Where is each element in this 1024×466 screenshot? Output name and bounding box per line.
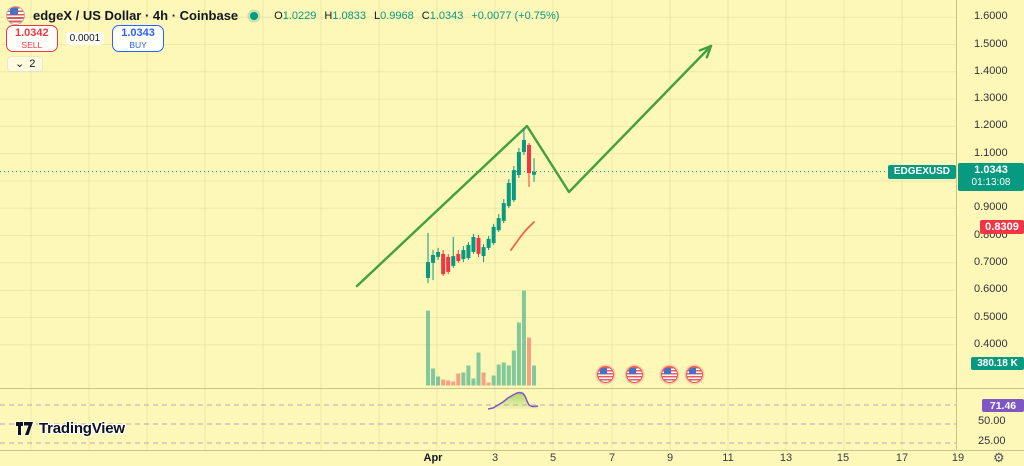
price-axis-label: 1.6000 (974, 10, 1008, 23)
price-axis-label: 0.5000 (974, 310, 1008, 323)
price-axis-label: 1.3000 (974, 92, 1008, 105)
ma-value-badge: 0.8309 (980, 220, 1024, 235)
rsi-level-lines (0, 404, 956, 444)
time-axis-label: 17 (895, 452, 909, 464)
tradingview-logo-text: TradingView (39, 420, 125, 437)
us-flag-icon (6, 6, 25, 25)
trend-line-drawing (355, 44, 713, 288)
tradingview-logo-icon (15, 421, 34, 436)
us-flag-event-icon[interactable] (661, 366, 678, 383)
ohlc-close: C1.0343 (421, 9, 464, 22)
time-axis-label: Apr (423, 452, 443, 464)
market-status-dot-icon (250, 11, 259, 20)
us-flag-event-icon[interactable] (686, 366, 703, 383)
sell-button[interactable]: 1.0342 SELL (6, 25, 58, 53)
buy-button[interactable]: 1.0343 BUY (112, 25, 164, 53)
time-axis-label: 11 (722, 452, 734, 464)
last-price-badge: 1.0343 01:13:08 (958, 162, 1024, 191)
ohlc-open: O1.0229 (274, 9, 317, 22)
sell-price: 1.0342 (15, 27, 49, 39)
price-change: +0.0077 (+0.75%) (471, 9, 560, 22)
symbol-price-tag: EDGEXUSD (887, 164, 956, 179)
symbol-title[interactable]: edgeX / US Dollar · 4h · Coinbase (33, 8, 239, 23)
time-axis-label: 15 (836, 452, 850, 464)
indicator-axis-label: 50.00 (978, 415, 1006, 427)
collapsed-indicators-chip[interactable]: ⌄ 2 (7, 56, 44, 72)
collapsed-indicators-count: 2 (29, 57, 36, 70)
volume-value-badge: 380.18 K (971, 357, 1024, 370)
time-axis-label: 7 (608, 452, 616, 464)
rsi-value-badge: 71.46 (982, 399, 1024, 412)
chevron-down-icon: ⌄ (15, 58, 25, 70)
price-axis-label: 0.9000 (974, 201, 1008, 214)
time-axis-label: 19 (951, 452, 965, 464)
grid-lines (0, 0, 956, 450)
price-axis-label: 0.7000 (974, 255, 1008, 268)
spread-value: 0.0001 (65, 32, 105, 46)
time-axis-label: 5 (549, 452, 557, 464)
ohlc-high: H1.0833 (324, 9, 366, 22)
price-axis-label: 0.4000 (974, 337, 1008, 350)
indicator-axis-label: 25.00 (978, 435, 1006, 447)
time-axis-label: 9 (666, 452, 674, 464)
settings-gear-icon[interactable]: ⚙ (993, 450, 1005, 465)
trade-buttons: 1.0342 SELL 0.0001 1.0343 BUY (6, 25, 164, 53)
ohlc-low: L0.9968 (373, 9, 414, 22)
time-axis-label: 3 (491, 452, 499, 464)
rsi-plot (487, 391, 539, 410)
volume-bars (426, 290, 537, 386)
bar-countdown: 01:13:08 (971, 177, 1011, 189)
buy-price: 1.0343 (121, 27, 155, 39)
ma-curve (510, 221, 535, 251)
candlestick-series (426, 128, 537, 284)
price-axis-label: 1.4000 (974, 64, 1008, 77)
last-price-value: 1.0343 (974, 163, 1008, 176)
us-flag-event-icon[interactable] (626, 366, 643, 383)
price-axis-label: 1.2000 (974, 119, 1008, 132)
time-axis-label: 13 (779, 452, 793, 464)
price-axis-label: 1.1000 (974, 146, 1008, 159)
symbol-header: edgeX / US Dollar · 4h · Coinbase O1.022… (6, 6, 559, 25)
price-axis-label: 1.5000 (974, 37, 1008, 50)
price-axis-label: 0.6000 (974, 283, 1008, 296)
sell-label: SELL (21, 40, 43, 51)
buy-label: BUY (129, 40, 147, 51)
us-flag-event-icon[interactable] (597, 366, 614, 383)
tradingview-logo[interactable]: TradingView (15, 420, 125, 437)
pane-separators (0, 0, 1024, 451)
ohlc-values: O1.0229 H1.0833 L0.9968 C1.0343 +0.0077 … (274, 10, 559, 22)
